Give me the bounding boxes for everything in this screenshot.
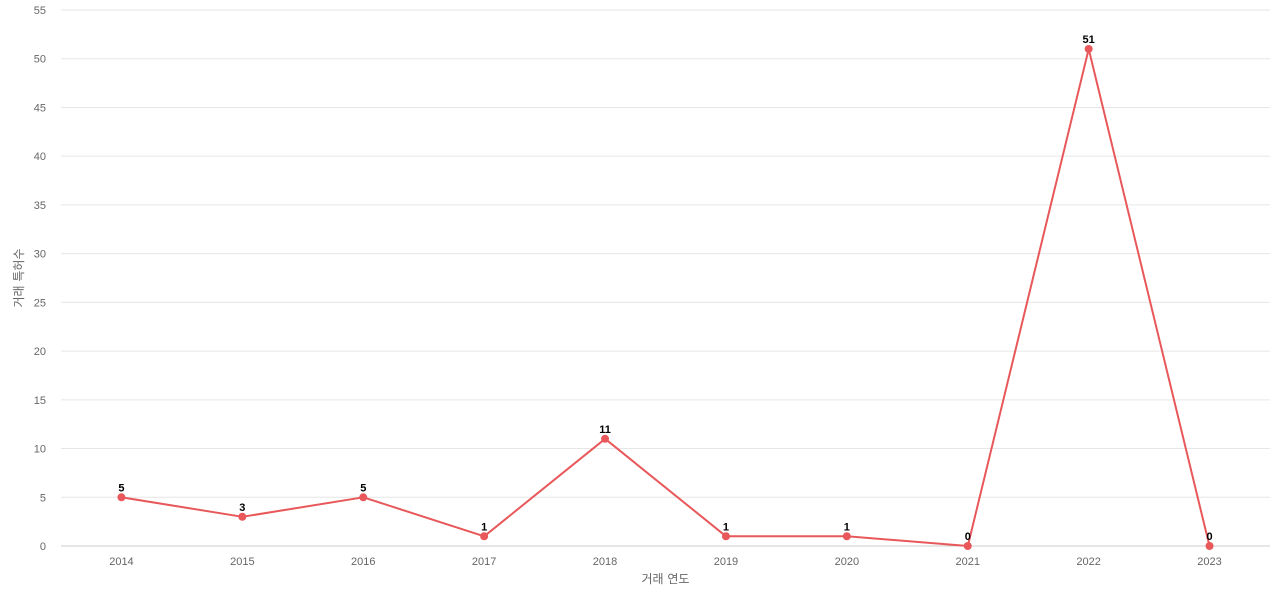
data-label: 1 — [844, 521, 850, 533]
x-tick-label: 2022 — [1076, 556, 1100, 568]
x-tick-label: 2021 — [956, 556, 980, 568]
data-points — [117, 44, 1214, 550]
data-label: 3 — [239, 502, 245, 514]
y-tick-label: 0 — [40, 541, 46, 553]
y-tick-label: 30 — [34, 249, 46, 261]
y-axis-title: 거래 특허수 — [12, 248, 26, 307]
data-point — [117, 493, 126, 502]
x-tick-label: 2019 — [714, 556, 738, 568]
y-axis-ticks: 0 5 10 15 20 25 30 35 40 45 50 55 — [34, 5, 46, 553]
series-layer — [121, 48, 1211, 547]
x-tick-label: 2020 — [835, 556, 859, 568]
y-tick-label: 10 — [34, 444, 46, 456]
data-point — [359, 493, 368, 502]
y-tick-label: 25 — [34, 297, 46, 309]
x-axis-ticks: 2014 2015 2016 2017 2018 2019 2020 2021 2022 2023 — [109, 556, 1222, 568]
data-point — [238, 512, 247, 521]
y-tick-label: 45 — [34, 102, 46, 114]
data-point — [963, 542, 972, 550]
grid-lines — [61, 9, 1270, 498]
data-point — [721, 532, 730, 541]
data-label: 51 — [1083, 34, 1095, 46]
data-label: 1 — [481, 521, 487, 533]
x-tick-label: 2018 — [593, 556, 617, 568]
data-label: 0 — [965, 531, 971, 543]
x-tick-label: 2023 — [1197, 556, 1221, 568]
x-axis-title: 거래 연도 — [642, 572, 690, 586]
data-label: 5 — [360, 482, 366, 494]
data-label: 11 — [599, 424, 611, 436]
y-tick-label: 55 — [34, 5, 46, 17]
y-tick-label: 35 — [34, 200, 46, 212]
y-tick-label: 50 — [34, 54, 46, 66]
data-point — [1205, 542, 1214, 550]
series-line — [121, 48, 1211, 547]
data-point — [842, 532, 851, 541]
data-point — [480, 532, 489, 541]
data-label: 1 — [723, 521, 729, 533]
x-tick-label: 2014 — [109, 556, 133, 568]
x-tick-label: 2015 — [230, 556, 254, 568]
y-tick-label: 15 — [34, 395, 46, 407]
data-point — [1084, 44, 1093, 53]
data-point — [601, 434, 610, 443]
data-label: 5 — [118, 482, 124, 494]
y-tick-label: 40 — [34, 151, 46, 163]
y-tick-label: 5 — [40, 492, 46, 504]
x-tick-label: 2016 — [351, 556, 375, 568]
y-tick-label: 20 — [34, 346, 46, 358]
x-tick-label: 2017 — [472, 556, 496, 568]
data-label: 0 — [1206, 531, 1212, 543]
